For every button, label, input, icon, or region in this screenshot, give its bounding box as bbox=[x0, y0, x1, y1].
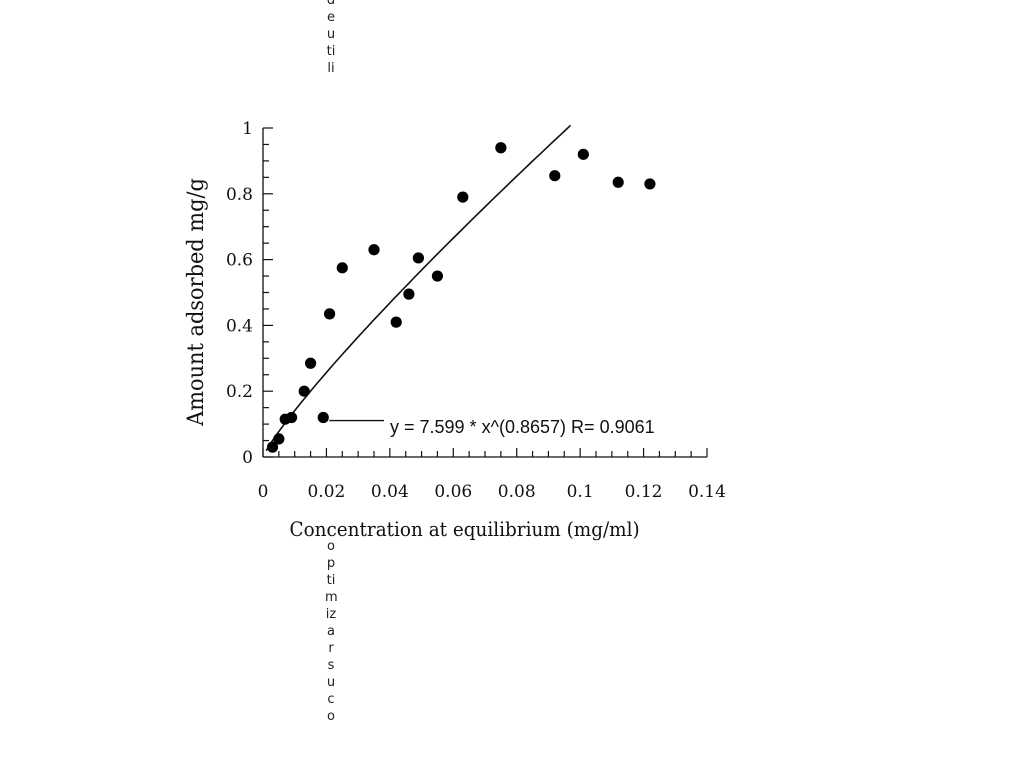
vertical-text-bottom: optimizarsuco bbox=[325, 539, 337, 724]
data-point bbox=[266, 441, 279, 453]
annotation-group: y = 7.599 * x^(0.8657) R= 0.9061 bbox=[329, 417, 655, 437]
data-point bbox=[324, 308, 336, 320]
x-tick-label: 0.12 bbox=[625, 482, 663, 502]
data-point bbox=[495, 142, 507, 154]
y-tick-label: 0.2 bbox=[226, 382, 253, 402]
data-point bbox=[644, 178, 656, 190]
fit-curve bbox=[265, 124, 572, 452]
y-axis-label: Amount adsorbed mg/g bbox=[184, 178, 210, 427]
x-tick-label: 0 bbox=[258, 482, 269, 502]
fit-curve-group bbox=[265, 124, 572, 452]
y-tick-label: 0.4 bbox=[226, 316, 253, 336]
data-point bbox=[403, 288, 415, 300]
x-tick-label: 0.06 bbox=[434, 482, 472, 502]
data-point bbox=[285, 411, 298, 424]
data-point bbox=[368, 244, 380, 256]
data-point bbox=[412, 252, 424, 264]
x-tick-label: 0.08 bbox=[498, 482, 536, 502]
data-points bbox=[266, 142, 656, 453]
data-point bbox=[317, 411, 329, 424]
data-point bbox=[298, 385, 310, 397]
data-point bbox=[549, 170, 561, 182]
y-tick-label: 0 bbox=[242, 448, 253, 468]
data-point bbox=[457, 191, 469, 203]
data-point bbox=[273, 433, 285, 445]
y-tick-label: 1 bbox=[242, 119, 253, 139]
x-tick-label: 0.1 bbox=[567, 482, 594, 502]
vertical-text-top: deutili bbox=[326, 0, 336, 76]
data-point bbox=[304, 357, 317, 369]
data-point bbox=[431, 270, 444, 282]
axes: 0 0.02 0.04 0.06 0.08 0.1 0.12 0.14 0 0.2 0.4 0.6 0.… bbox=[226, 119, 726, 502]
data-point bbox=[390, 316, 402, 328]
x-tick-label: 0.14 bbox=[688, 482, 726, 502]
fit-equation-label: y = 7.599 * x^(0.8657) R= 0.9061 bbox=[390, 417, 655, 437]
x-tick-label: 0.02 bbox=[307, 482, 345, 502]
data-point bbox=[336, 262, 348, 274]
y-tick-label: 0.6 bbox=[226, 251, 253, 271]
x-axis-label: Concentration at equilibrium (mg/ml) bbox=[290, 517, 640, 541]
data-point bbox=[577, 148, 589, 160]
y-tick-label: 0.8 bbox=[226, 185, 253, 205]
data-point bbox=[612, 176, 624, 188]
x-tick-label: 0.04 bbox=[371, 482, 409, 502]
